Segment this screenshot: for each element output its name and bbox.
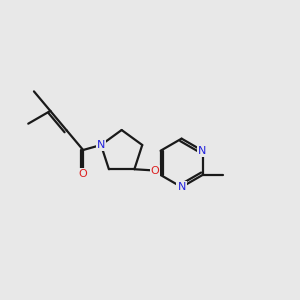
Text: N: N [97, 140, 105, 150]
Text: O: O [79, 169, 88, 179]
Text: N: N [198, 146, 207, 156]
Text: O: O [150, 166, 159, 176]
Text: N: N [177, 182, 186, 192]
